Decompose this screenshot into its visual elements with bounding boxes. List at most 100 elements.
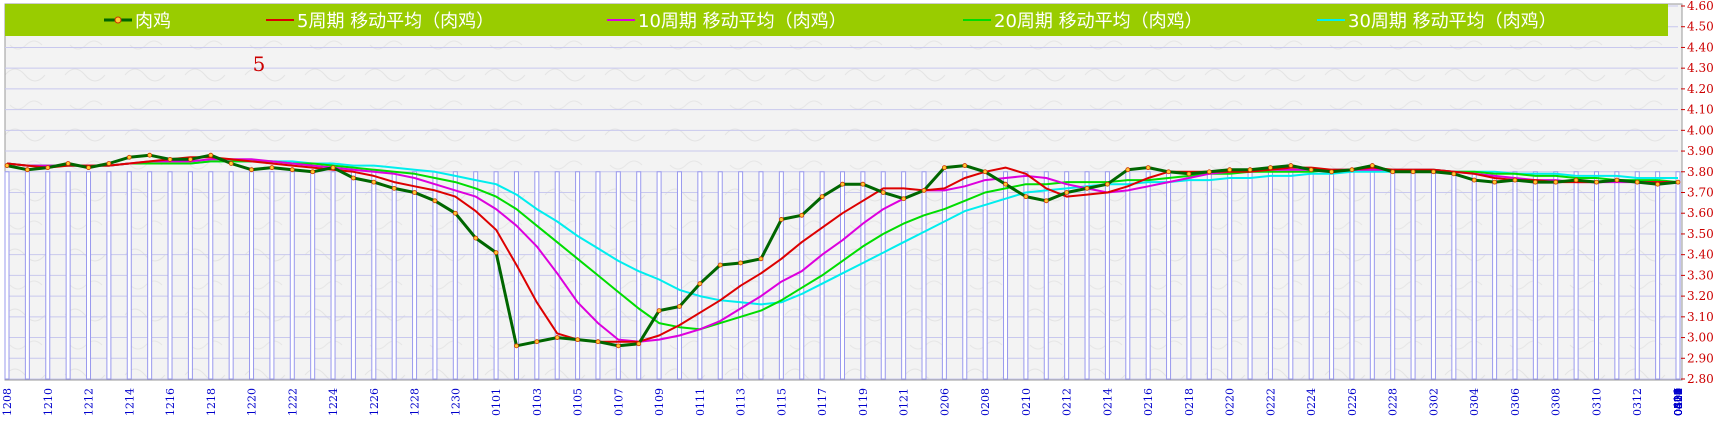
data-point-38 (778, 217, 784, 222)
bar-32 (656, 171, 662, 380)
y-tick-label-6: 3.40 (1687, 248, 1714, 262)
bar-24 (493, 171, 499, 380)
bar-5 (106, 171, 112, 380)
bar-79 (1614, 171, 1620, 380)
bar-57 (1166, 171, 1172, 380)
x-tick-label-9: 1226 (368, 388, 381, 416)
data-point-1 (24, 167, 30, 173)
data-point-12 (249, 167, 254, 173)
bar-35 (717, 171, 723, 380)
data-point-35 (717, 262, 723, 268)
bar-53 (1084, 171, 1090, 380)
y-tick-label-18: 4.60 (1687, 0, 1714, 13)
data-point-42 (860, 181, 866, 187)
data-point-40 (819, 194, 825, 200)
legend-marker-0 (114, 16, 122, 24)
bar-47 (962, 171, 968, 380)
x-tick-label-13: 0103 (531, 388, 544, 416)
bar-63 (1288, 171, 1294, 380)
x-tick-label-15: 0107 (612, 388, 625, 416)
bar-82 (1675, 171, 1681, 380)
bar-68 (1390, 171, 1396, 380)
x-tick-label-72: 0515 (1672, 388, 1685, 416)
y-tick-label-10: 3.80 (1687, 165, 1714, 179)
data-point-19 (391, 185, 397, 191)
bar-41 (840, 171, 845, 380)
x-tick-label-31: 0222 (1264, 388, 1277, 416)
bar-36 (738, 171, 744, 380)
bar-54 (1104, 171, 1110, 380)
x-tick-label-79: 0529 (1672, 388, 1685, 416)
bar-9 (187, 171, 193, 380)
data-point-72 (1471, 177, 1477, 183)
data-point-55 (1125, 167, 1131, 173)
legend-label-3: 20周期 移动平均（肉鸡） (994, 11, 1203, 32)
data-point-65 (1329, 169, 1334, 175)
data-point-23 (473, 235, 479, 241)
y-tick-label-2: 3.00 (1687, 331, 1714, 345)
x-tick-label-49: 0330 (1672, 388, 1685, 416)
series-markers (4, 152, 1681, 349)
data-point-80 (1634, 179, 1640, 185)
bar-28 (575, 171, 581, 380)
data-point-18 (371, 179, 377, 185)
y-tick-label-9: 3.70 (1687, 186, 1714, 200)
x-tick-label-46: 0324 (1672, 388, 1685, 416)
bar-55 (1125, 171, 1131, 380)
legend-label-0: 肉鸡 (135, 11, 171, 32)
bar-58 (1186, 171, 1192, 380)
data-point-0 (4, 163, 10, 168)
x-tick-label-28: 0216 (1142, 388, 1155, 416)
bar-64 (1308, 171, 1314, 380)
x-tick-label-53: 0407 (1672, 388, 1685, 416)
data-point-74 (1512, 177, 1518, 183)
bar-77 (1573, 171, 1579, 380)
x-tick-label-78: 0527 (1672, 388, 1685, 416)
bar-48 (982, 171, 988, 380)
data-point-24 (493, 250, 499, 255)
x-tick-label-69: 0509 (1672, 388, 1685, 416)
bar-50 (1023, 171, 1029, 380)
bar-37 (758, 171, 764, 380)
x-tick-label-14: 0105 (572, 388, 585, 416)
bar-44 (901, 171, 907, 380)
data-point-66 (1349, 167, 1355, 173)
x-tick-label-40: 0312 (1631, 388, 1644, 416)
x-tick-label-36: 0304 (1468, 388, 1481, 416)
y-tick-label-8: 3.60 (1687, 206, 1714, 220)
series-lines (6, 153, 1679, 348)
x-tick-label-8: 1224 (327, 388, 340, 416)
legend-entries: 肉鸡 5周期 移动平均（肉鸡） 10周期 移动平均（肉鸡） 20周期 移动平均（肉鸡）… (104, 11, 1557, 32)
x-tick-label-5: 1218 (205, 388, 218, 416)
y-tick-label-16: 4.40 (1687, 40, 1714, 54)
y-axis: 2.80 2.90 3.00 3.10 3.20 3.30 3.40 3.50 3.60 3.70… (1681, 0, 1714, 386)
legend-label-4: 30周期 移动平均（肉鸡） (1348, 11, 1557, 32)
data-point-25 (514, 343, 519, 349)
data-point-15 (310, 169, 316, 175)
y-tick-label-7: 3.50 (1687, 227, 1714, 241)
data-point-7 (147, 152, 153, 158)
x-tick-label-74: 0519 (1672, 388, 1685, 416)
bar-51 (1043, 171, 1049, 380)
data-point-8 (167, 156, 173, 162)
x-tick-label-22: 0121 (898, 388, 911, 416)
x-tick-label-60: 0421 (1672, 388, 1685, 416)
x-tick-label-56: 0413 (1672, 388, 1685, 416)
x-tick-label-81: 0602 (1672, 388, 1685, 416)
bar-30 (615, 171, 621, 380)
y-tick-label-15: 4.30 (1687, 61, 1714, 75)
bar-10 (208, 171, 214, 380)
data-point-76 (1553, 179, 1559, 185)
x-tick-label-1: 1210 (42, 388, 55, 416)
x-axis: 1208 1210 1212 1214 1216 1218 1220 1222 1224 1226… (1, 388, 1685, 416)
x-tick-label-11: 1230 (449, 388, 462, 416)
data-point-21 (432, 198, 438, 204)
data-point-73 (1492, 179, 1497, 185)
bar-8 (167, 171, 173, 380)
data-point-39 (799, 212, 805, 218)
bar-12 (249, 171, 255, 380)
bar-66 (1349, 171, 1355, 380)
bar-4 (86, 171, 92, 380)
data-point-78 (1594, 179, 1599, 185)
x-tick-label-24: 0208 (979, 388, 992, 416)
